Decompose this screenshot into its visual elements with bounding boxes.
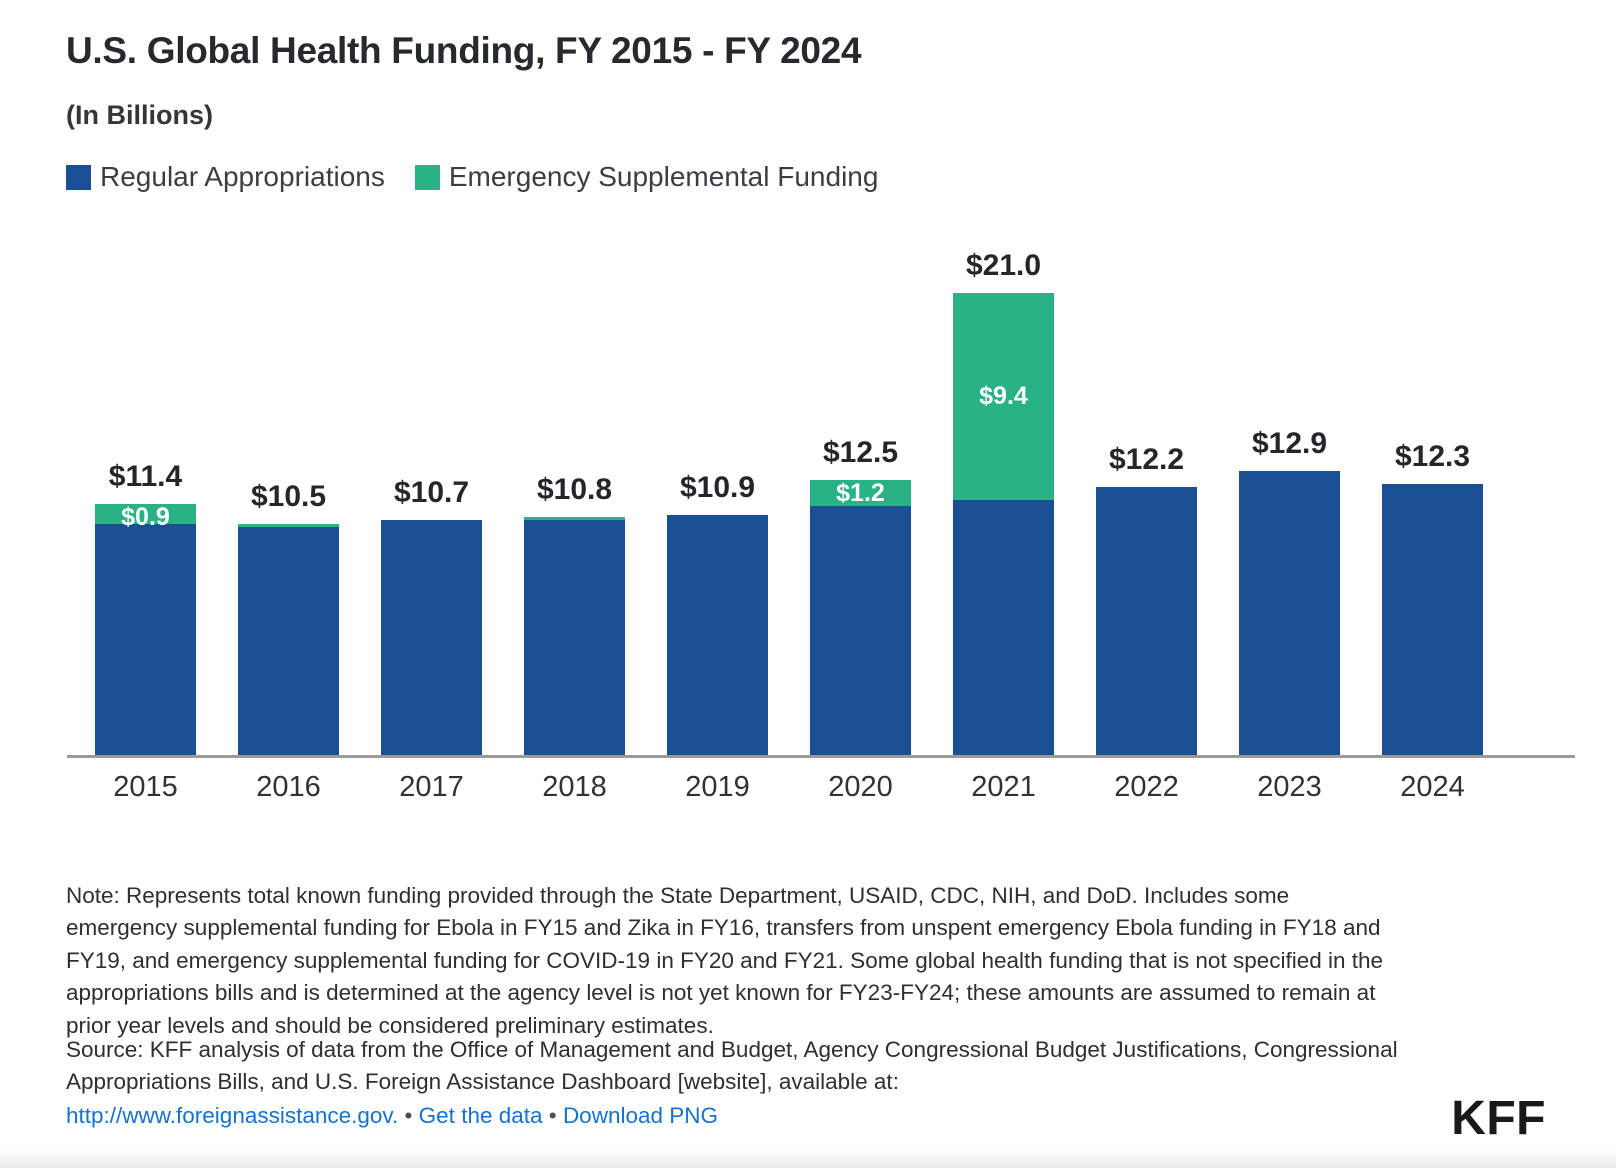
- bar-total-label: $11.4: [108, 460, 183, 493]
- bar-total-label: $12.9: [1251, 427, 1328, 460]
- legend: Regular Appropriations Emergency Supplem…: [66, 161, 878, 193]
- legend-item-supplemental: Emergency Supplemental Funding: [414, 161, 879, 193]
- bar-slot-2021: $21.0 $9.4 2021: [932, 225, 1075, 803]
- bar-total-label: $21.0: [965, 249, 1042, 282]
- x-axis-label-2020: 2020: [828, 771, 893, 803]
- x-axis-label-2019: 2019: [685, 771, 750, 803]
- plot-slots: $11.4 $0.9 2015 $10.5 2016 $10.7 2017 $10.8 2018…: [74, 225, 1504, 803]
- bar-total-label: $12.2: [1108, 443, 1185, 476]
- bar-supplemental-label: $0.9: [121, 503, 170, 531]
- x-axis-label-2022: 2022: [1114, 771, 1179, 803]
- x-axis-label-2024: 2024: [1400, 771, 1465, 803]
- bar-2020: [810, 480, 911, 755]
- bar-slot-2016: $10.5 2016: [217, 225, 360, 803]
- bar-2017: [381, 520, 482, 755]
- bar-2023: [1239, 471, 1340, 755]
- bar-total-label: $10.5: [250, 480, 327, 513]
- bullet-separator: •: [548, 1102, 557, 1128]
- bar-supplemental-segment: [95, 504, 196, 524]
- emergency-supplemental-swatch-icon: [414, 164, 440, 190]
- chart-title: U.S. Global Health Funding, FY 2015 - FY…: [66, 30, 862, 71]
- bar-supplemental-segment: [810, 480, 911, 506]
- bar-regular-segment: [238, 527, 339, 755]
- bar-2019: [667, 515, 768, 755]
- get-the-data-link[interactable]: Get the data: [418, 1102, 543, 1128]
- source-link-line: http://www.foreignassistance.gov. • Get …: [66, 1100, 1402, 1132]
- bar-total-label: $10.8: [536, 473, 613, 506]
- bar-supplemental-segment: [238, 524, 339, 527]
- bar-2015: [95, 504, 196, 755]
- bar-2016: [238, 524, 339, 755]
- x-axis-label-2016: 2016: [256, 771, 321, 803]
- bullet-separator: •: [404, 1102, 413, 1128]
- bar-slot-2019: $10.9 2019: [646, 225, 789, 803]
- legend-label-regular: Regular Appropriations: [100, 161, 385, 192]
- bar-regular-segment: [1096, 487, 1197, 755]
- bar-total-label: $10.9: [679, 471, 756, 504]
- bar-regular-segment: [381, 520, 482, 755]
- bar-supplemental-segment: [953, 293, 1054, 500]
- bar-regular-segment: [667, 515, 768, 755]
- download-png-link[interactable]: Download PNG: [562, 1102, 719, 1128]
- bar-regular-segment: [1239, 471, 1340, 755]
- chart-subtitle: (In Billions): [66, 100, 213, 130]
- bar-2018: [524, 517, 625, 755]
- x-axis-label-2021: 2021: [971, 771, 1036, 803]
- bar-slot-2018: $10.8 2018: [503, 225, 646, 803]
- bar-supplemental-label: $1.2: [836, 479, 885, 507]
- regular-appropriations-swatch-icon: [66, 164, 91, 190]
- bar-regular-segment: [524, 520, 625, 755]
- bar-total-label: $12.5: [822, 436, 899, 469]
- source-block: Source: KFF analysis of data from the Of…: [66, 1034, 1402, 1132]
- bar-regular-segment: [810, 506, 911, 755]
- x-axis-label-2023: 2023: [1257, 771, 1322, 803]
- bar-supplemental-segment: [524, 517, 625, 520]
- bar-slot-2015: $11.4 $0.9 2015: [74, 225, 217, 803]
- legend-item-regular: Regular Appropriations: [66, 161, 385, 193]
- bar-supplemental-label: $9.4: [979, 381, 1028, 410]
- x-axis-line: [67, 755, 1575, 758]
- bar-chart-plot: $11.4 $0.9 2015 $10.5 2016 $10.7 2017 $10.8 2018…: [0, 225, 1616, 845]
- x-axis-label-2015: 2015: [113, 771, 178, 803]
- bar-total-label: $10.7: [393, 476, 470, 509]
- bar-regular-segment: [95, 524, 196, 755]
- note-text: Note: Represents total known funding pro…: [66, 883, 1384, 1038]
- x-axis-label-2018: 2018: [542, 771, 607, 803]
- bar-total-label: $12.3: [1394, 440, 1471, 473]
- bottom-fade-decoration: [0, 1150, 1616, 1168]
- x-axis-label-2017: 2017: [399, 771, 464, 803]
- bar-slot-2022: $12.2 2022: [1075, 225, 1218, 803]
- bar-regular-segment: [1382, 484, 1483, 755]
- bar-2024: [1382, 484, 1483, 755]
- bar-regular-segment: [953, 500, 1054, 755]
- bar-slot-2024: $12.3 2024: [1361, 225, 1504, 803]
- legend-label-supplemental: Emergency Supplemental Funding: [448, 161, 879, 192]
- source-text: Source: KFF analysis of data from the Of…: [66, 1037, 1398, 1095]
- foreignassistance-link[interactable]: http://www.foreignassistance.gov.: [66, 1102, 399, 1128]
- bar-slot-2020: $12.5 $1.2 2020: [789, 225, 932, 803]
- bar-slot-2023: $12.9 2023: [1218, 225, 1361, 803]
- bar-2021: [953, 293, 1054, 755]
- bar-2022: [1096, 487, 1197, 755]
- kff-logo: KFF: [1451, 1092, 1546, 1145]
- bar-slot-2017: $10.7 2017: [360, 225, 503, 803]
